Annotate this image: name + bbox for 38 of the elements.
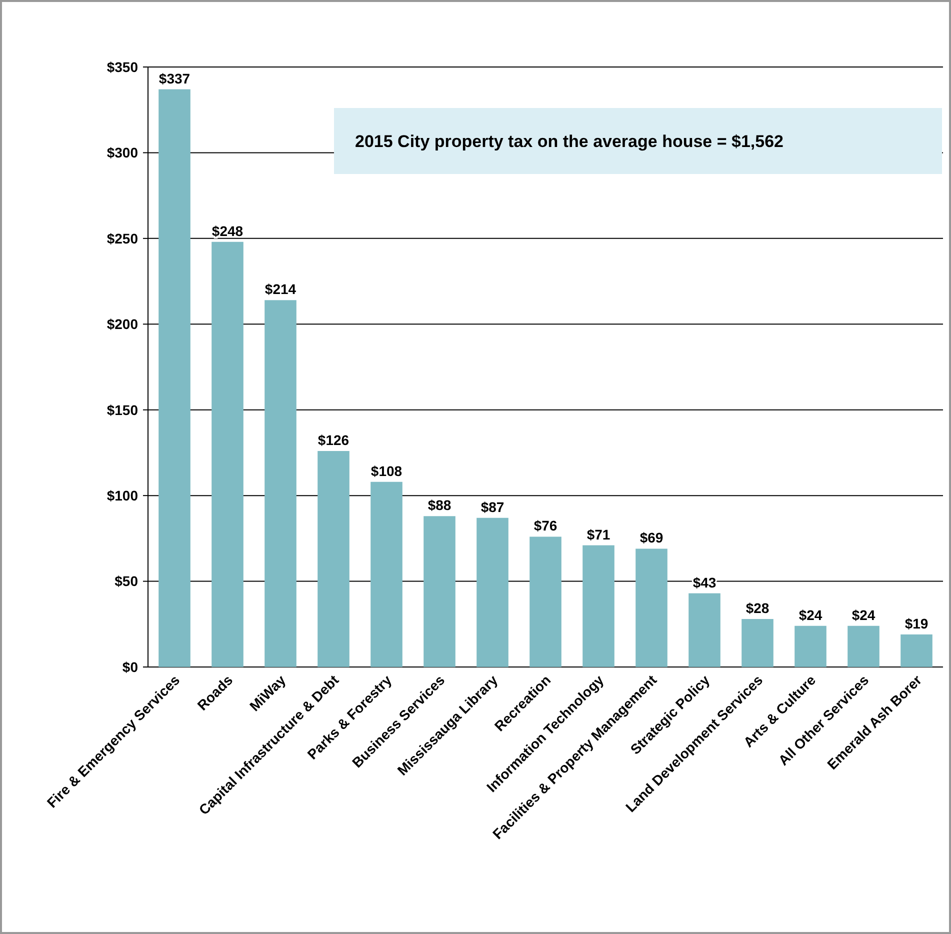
bar [424, 516, 456, 667]
data-label: $28 [746, 600, 770, 616]
bar [476, 518, 508, 667]
data-label: $88 [428, 497, 452, 514]
data-label: $24 [852, 606, 876, 623]
data-label: $248 [212, 222, 244, 239]
bar [530, 536, 562, 667]
data-label: $337 [158, 70, 190, 86]
bar [848, 626, 880, 667]
bar [742, 619, 774, 667]
bar [900, 634, 932, 667]
data-label: $69 [640, 530, 664, 546]
bar [688, 593, 720, 667]
y-tick-label: $300 [106, 144, 138, 161]
bar [794, 626, 826, 667]
data-label: $24 [798, 606, 822, 623]
bar [318, 451, 350, 667]
data-label: $76 [534, 518, 558, 534]
bar [636, 548, 668, 667]
bar [264, 300, 296, 667]
bar [582, 545, 614, 667]
bar [158, 89, 190, 667]
data-label: $126 [318, 432, 350, 448]
data-label: $87 [480, 498, 504, 515]
data-label: $108 [370, 462, 402, 479]
data-label: $214 [264, 281, 296, 298]
y-tick-label: $50 [114, 573, 138, 590]
y-tick-label: $200 [106, 316, 138, 332]
y-tick-label: $150 [106, 402, 138, 418]
y-tick-label: $100 [106, 487, 138, 504]
bar [370, 482, 402, 667]
y-tick-label: $0 [122, 658, 138, 675]
data-label: $19 [904, 615, 928, 632]
y-tick-label: $250 [106, 230, 138, 246]
y-tick-label: $350 [106, 58, 138, 75]
data-label: $71 [586, 526, 610, 542]
annotation: 2015 City property tax on the average house = $1,562 [355, 132, 784, 151]
bar [212, 242, 244, 667]
